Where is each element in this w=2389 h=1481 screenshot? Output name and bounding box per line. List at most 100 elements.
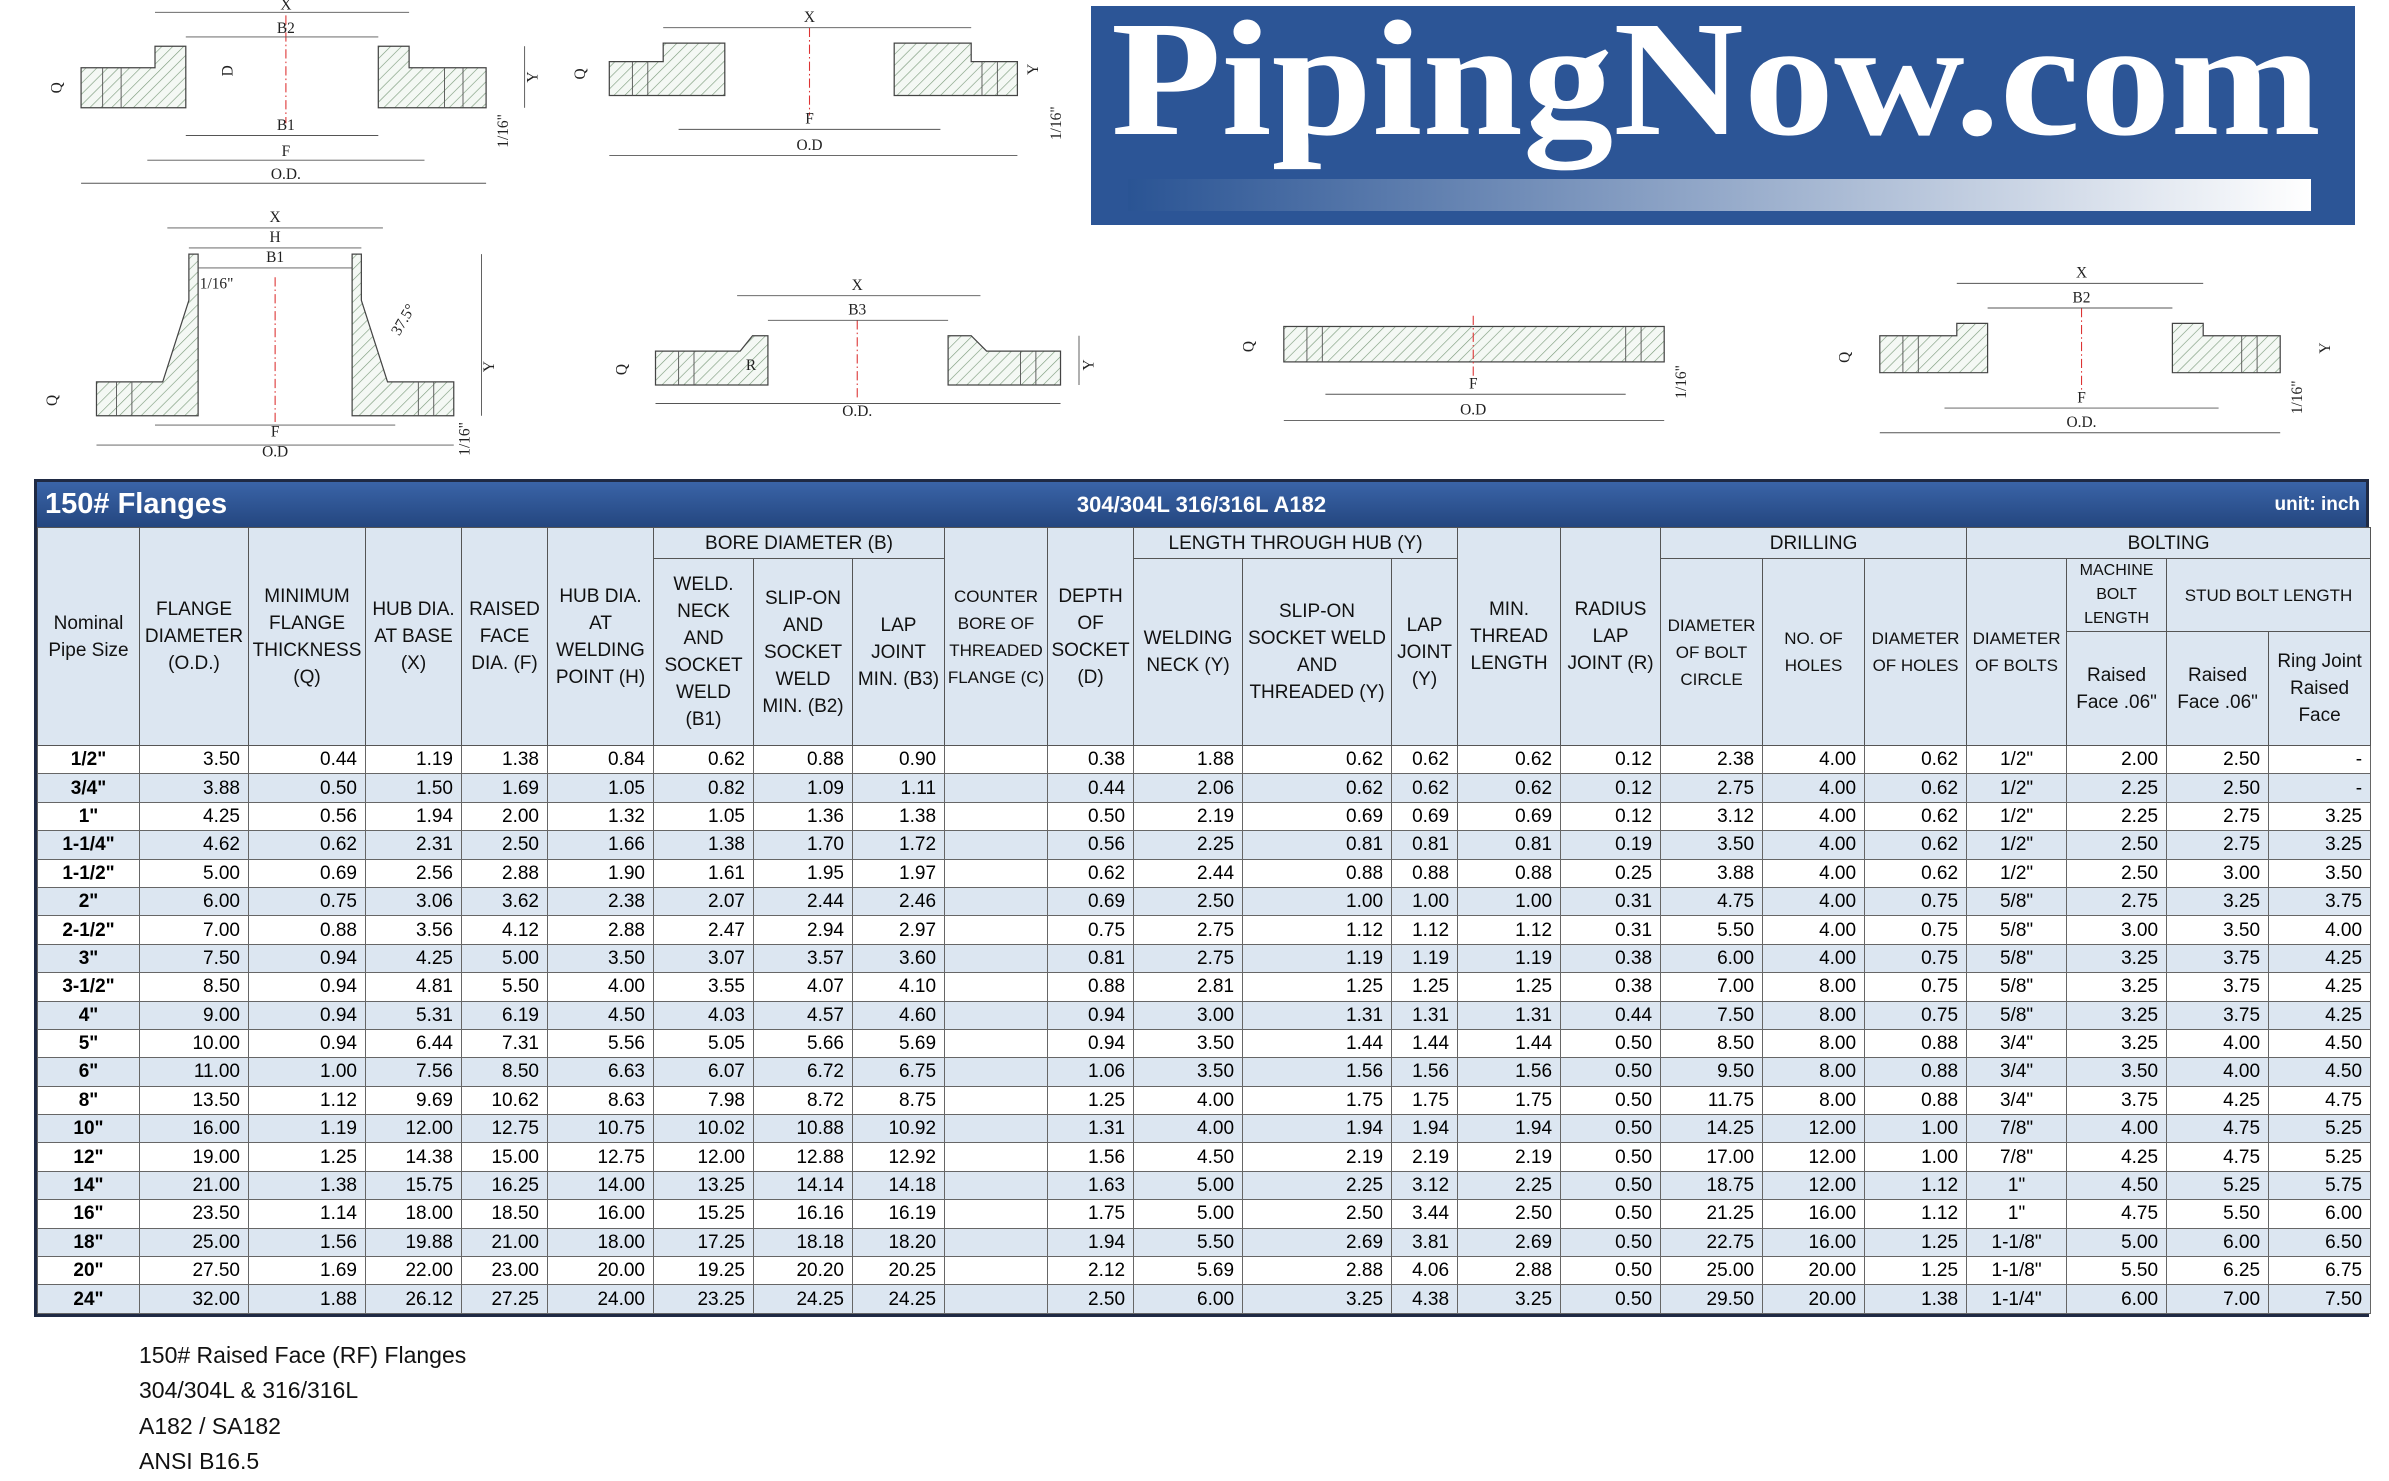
table-cell: 4.06 [1391,1256,1459,1286]
table-cell: 1.11 [851,773,946,803]
table-cell: 6.00 [2166,1227,2270,1258]
table-cell: 0.88 [1864,1028,1968,1059]
table-row: 24" 32.00 1.88 26.12 27.25 24.00 23.25 24.25 24.… [37,1284,2372,1314]
table-cell: 24.25 [753,1284,853,1314]
dim-label: Q [572,68,589,79]
table-cell: 12" [37,1142,140,1172]
table-cell: 4.62 [139,830,249,860]
table-row: 1" 4.25 0.56 1.94 2.00 1.32 1.05 1.36 1.38 0.50 2.… [37,801,2372,832]
dim-label: Y [524,71,541,82]
table-cell: 4.25 [2268,943,2372,974]
table-title: 150# Flanges [45,488,228,520]
table-cell: 6.19 [461,1000,548,1030]
table-cell: 1.44 [1391,1028,1459,1059]
table-cell: 1.12 [1391,915,1459,945]
table-cell: 3.25 [2268,830,2372,860]
table-cell: 0.62 [1457,744,1562,775]
table-cell: 4.03 [653,1000,754,1030]
dim-label: R [746,357,757,374]
dim-label: B1 [277,117,295,134]
table-cell: 0.44 [248,744,366,775]
table-cell: 2.97 [851,915,946,945]
table-cell: 1/2" [1966,801,2068,832]
table-cell: 4.38 [1391,1284,1459,1314]
dim-label: 1/16" [495,114,512,148]
table-cell: 4.25 [2066,1142,2168,1172]
table-row: 2-1/2" 7.00 0.88 3.56 4.12 2.88 2.47 2.94 2.97 0.… [37,915,2372,945]
table-cell: 3.75 [2066,1085,2168,1116]
dim-label: 37.5° [388,301,419,338]
table-cell: 8.00 [1762,1000,1866,1030]
dim-label: F [282,143,291,160]
table-cell: 1.31 [1242,1000,1393,1030]
col-header: SLIP-ON AND SOCKET WELD MIN. (B2) [753,558,853,746]
table-cell: 5.00 [139,858,249,888]
table-cell: 1.88 [248,1284,366,1314]
group-header: BORE DIAMETER (B) [652,527,946,559]
table-cell: 0.62 [1864,744,1968,775]
table-cell: 2.25 [1133,830,1244,860]
table-cell: 14.38 [365,1142,462,1172]
dim-label: X [280,0,291,14]
table-cell: 1.25 [1864,1227,1968,1258]
table-cell: 18" [37,1227,140,1258]
table-row: 10" 16.00 1.19 12.00 12.75 10.75 10.02 10.88 10.… [37,1114,2372,1144]
table-cell: 3" [37,943,140,974]
table-cell: 2.50 [1047,1284,1135,1314]
table-cell: 1.31 [1457,1000,1562,1030]
table-row: 18" 25.00 1.56 19.88 21.00 18.00 17.25 18.18 18.… [37,1227,2372,1258]
table-cell: 8" [37,1085,140,1116]
table-cell: 8.72 [753,1085,853,1116]
table-cell: 6.63 [547,1057,654,1087]
table-cell: 4.00 [2268,915,2372,945]
table-cell: 5.25 [2268,1114,2372,1144]
table-cell: 14.14 [753,1170,853,1201]
table-cell: 5/8" [1966,943,2068,974]
table-cell: 2.50 [461,830,548,860]
table-cell: 1.61 [653,858,754,888]
table-cell: 2.19 [1133,801,1244,832]
col-header: DIAMETER OF HOLES [1864,558,1968,746]
table-cell: 7.50 [2268,1284,2372,1314]
table-cell: 4.50 [2268,1028,2372,1059]
table-row: 1/2" 3.50 0.44 1.19 1.38 0.84 0.62 0.88 0.90 0.38… [37,744,2372,775]
table-cell: 2.88 [461,858,548,888]
table-cell: 0.75 [1864,943,1968,974]
table-cell: 0.75 [1864,886,1968,917]
table-cell: 4.00 [2166,1057,2270,1087]
dim-label: B1 [266,249,284,266]
table-cell: 21.00 [461,1227,548,1258]
table-cell: 1.00 [1864,1142,1968,1172]
table-cell: 3.50 [139,744,249,775]
dim-label: O.D [1460,402,1486,419]
table-cell: 0.50 [1560,1284,1662,1314]
table-cell: 0.12 [1560,773,1662,803]
table-cell: 14.00 [547,1170,654,1201]
table-cell: 8.00 [1762,1028,1866,1059]
table-cell: 15.25 [653,1199,754,1229]
table-cell: 1.32 [547,801,654,832]
table-cell: 17.00 [1660,1142,1764,1172]
table-cell: 1" [37,801,140,832]
note: ANSI B16.5 [139,1448,260,1474]
lap-joint-diagram: X B3 Q R Y O.D. [614,277,1098,420]
table-cell: 3/4" [37,773,140,803]
table-cell: 2.25 [2066,801,2168,832]
table-cell [944,1057,1049,1087]
table-cell: 2.38 [547,886,654,917]
table-cell: 10.02 [653,1114,754,1144]
table-cell [944,1085,1049,1116]
table-cell: 2.50 [2166,773,2270,803]
table-cell: 0.88 [1864,1057,1968,1087]
table-cell: 9.69 [365,1085,462,1116]
slip-on-diagram: X B2 D Q Y B1 F O.D. 1/16" [49,0,541,184]
table-cell: 0.50 [1560,1199,1662,1229]
table-cell: 5.00 [461,943,548,974]
table-cell: 3.57 [753,943,853,974]
table-cell: 13.50 [139,1085,249,1116]
table-cell: 3.75 [2166,943,2270,974]
table-cell: 3.25 [1457,1284,1562,1314]
table-cell: 16.16 [753,1199,853,1229]
table-cell: 3.25 [2066,1028,2168,1059]
table-cell: 18.75 [1660,1170,1764,1201]
